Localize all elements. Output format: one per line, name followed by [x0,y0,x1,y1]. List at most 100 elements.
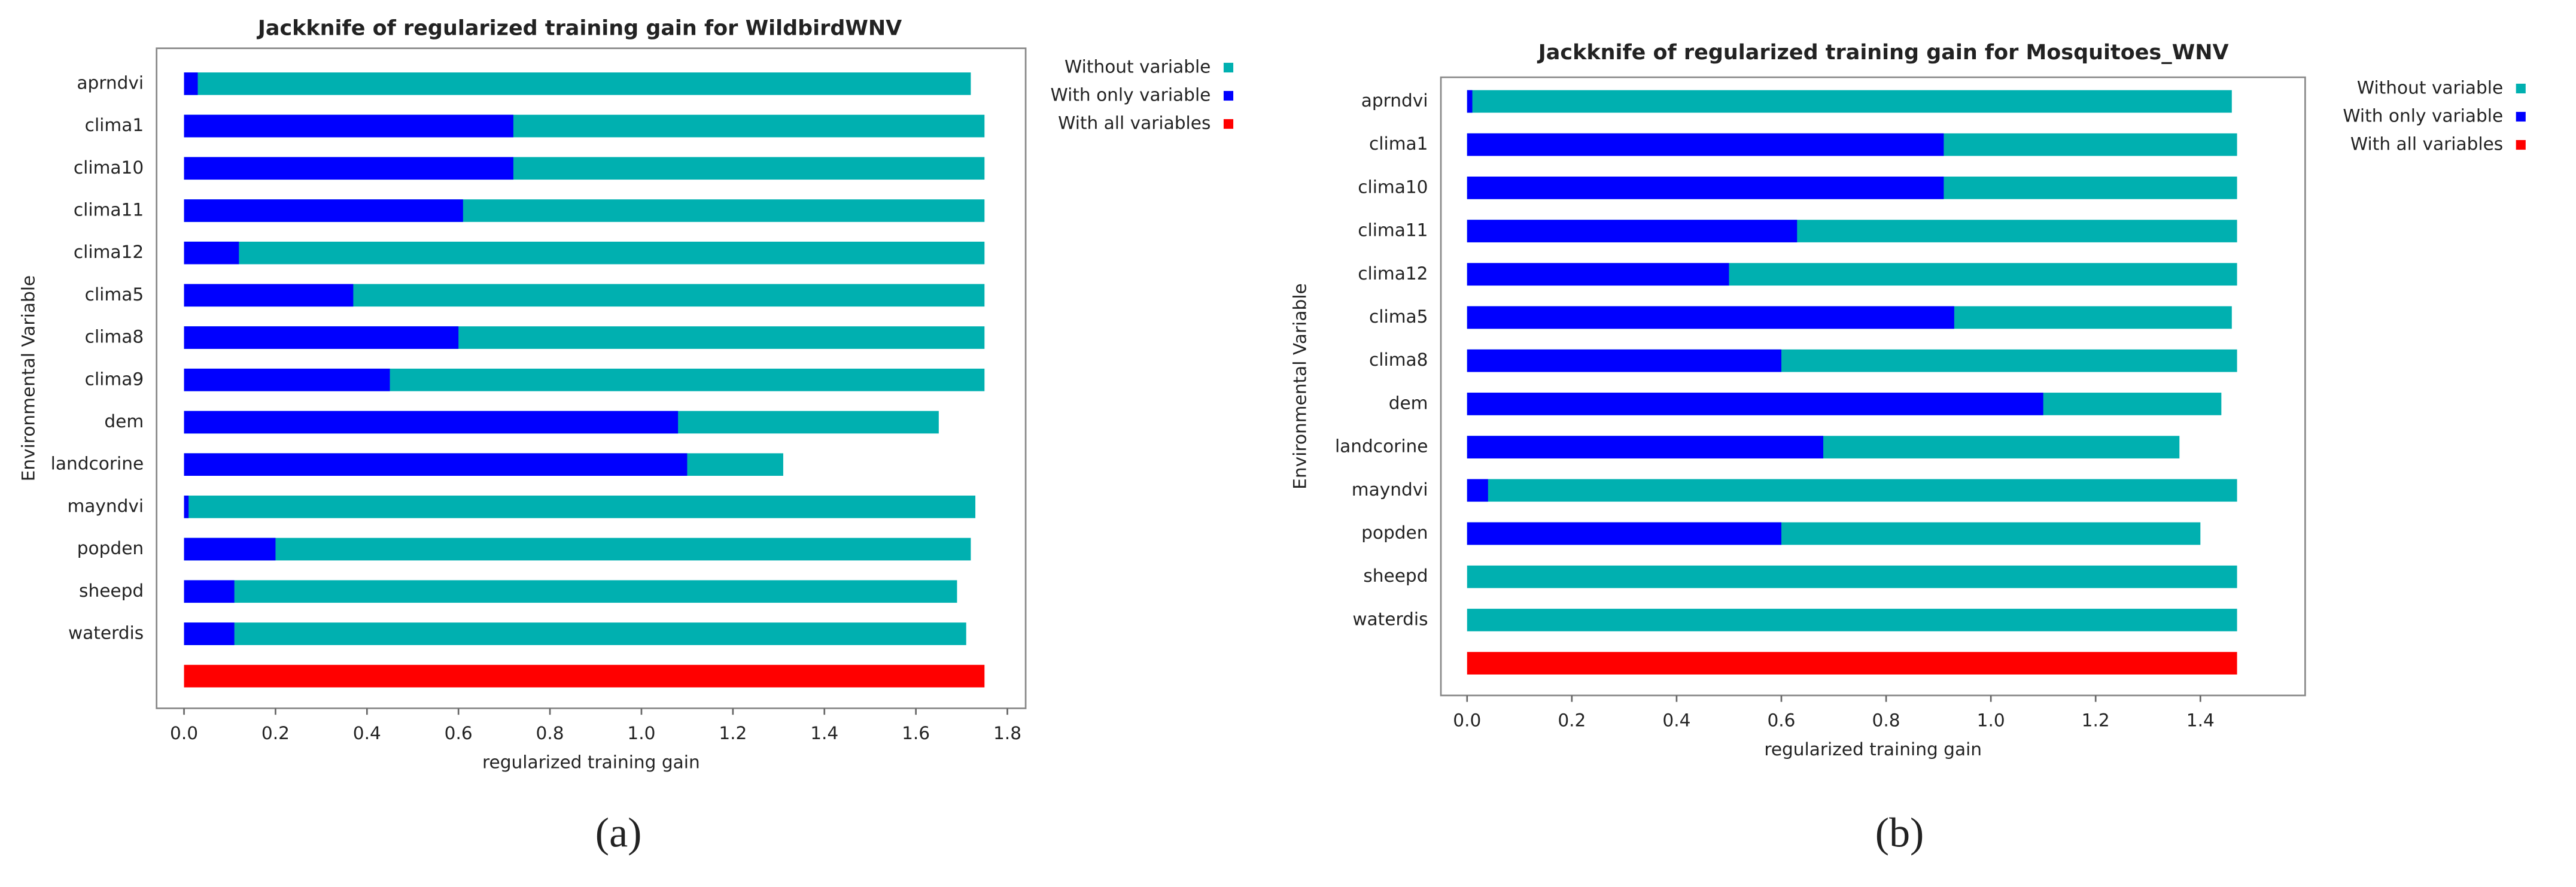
x-tick-label: 1.4 [810,723,838,743]
bar [1467,90,2232,113]
y-tick-label: clima12 [74,242,144,262]
bar [1467,349,1782,372]
x-axis-label: regularized training gain [1764,739,1982,760]
y-tick-label: clima10 [74,157,144,178]
bar [184,580,957,603]
bar [1467,436,1824,458]
y-tick-label: dem [1389,393,1428,413]
bar [184,453,688,476]
y-tick-label: clima11 [1358,220,1428,241]
x-tick-label: 1.4 [2186,710,2215,730]
bar [184,114,513,138]
y-tick-label: clima8 [85,327,144,347]
bar [184,622,966,645]
legend-label: With all variables [1058,113,1211,133]
x-axis-label: regularized training gain [482,752,700,772]
bar [184,664,985,688]
y-tick-label: clima5 [1369,306,1428,327]
x-tick-label: 0.4 [1662,710,1690,730]
bar [184,72,198,95]
bar [184,580,235,603]
bar [184,496,975,518]
y-tick-label: dem [104,411,144,432]
bar [184,241,239,265]
y-tick-label: clima10 [1358,177,1428,197]
legend-label: With all variables [2350,134,2503,154]
x-tick-label: 0.0 [1453,710,1481,730]
legend-label: Without variable [1065,56,1211,77]
x-tick-label: 0.0 [170,723,198,743]
x-tick-label: 1.6 [902,723,930,743]
y-tick-label: clima1 [85,115,144,135]
x-tick-label: 0.2 [1558,710,1586,730]
y-tick-label: landcorine [1335,436,1428,457]
bar [184,199,463,222]
bar [1467,177,1944,199]
y-tick-label: popden [77,538,144,558]
legend-swatch [2516,111,2526,122]
bar [184,537,971,561]
y-tick-label: mayndvi [1352,479,1428,500]
caption: (a) [595,810,642,856]
bar [184,622,235,645]
legend-label: With only variable [2343,105,2503,126]
legend-label: With only variable [1051,85,1211,105]
bar [1467,393,2043,415]
y-tick-label: sheepd [79,581,144,601]
bar [184,537,276,561]
y-tick-label: aprndvi [77,72,144,93]
bar [184,157,513,180]
bar [1467,609,2237,631]
bar [184,368,390,391]
plot-frame [1440,76,2306,697]
caption: (b) [1875,810,1924,856]
x-tick-label: 1.2 [2082,710,2110,730]
bar [1467,263,1729,286]
y-tick-label: clima1 [1369,133,1428,154]
bar [1467,565,2237,588]
x-tick-label: 0.6 [1767,710,1795,730]
y-tick-label: clima5 [85,284,144,305]
x-tick-label: 1.0 [1977,710,2005,730]
x-tick-label: 0.2 [261,723,290,743]
chart-title: Jackknife of regularized training gain f… [1537,41,2229,65]
y-tick-label: waterdis [1352,609,1428,629]
y-tick-label: waterdis [68,622,144,643]
legend-swatch [2516,140,2526,150]
bar [184,496,189,518]
bar [1467,133,1944,156]
y-tick-label: clima8 [1369,350,1428,370]
y-tick-label: clima12 [1358,263,1428,284]
x-tick-label: 0.4 [353,723,381,743]
y-tick-label: popden [1361,523,1428,543]
bar [1467,522,1782,545]
y-axis-label: Environmental Variable [19,275,39,481]
legend-swatch [1223,62,1234,73]
x-tick-label: 0.6 [445,723,473,743]
legend-swatch [1223,119,1234,129]
bar [184,72,971,95]
bar [184,284,354,307]
x-tick-label: 0.8 [1872,710,1900,730]
bar [184,411,679,434]
x-tick-label: 1.2 [719,723,747,743]
legend-swatch [1223,90,1234,101]
y-tick-label: sheepd [1363,566,1428,586]
y-tick-label: mayndvi [67,496,144,516]
y-tick-label: clima9 [85,369,144,389]
x-tick-label: 1.0 [627,723,655,743]
bar [1467,479,1488,502]
bar [1467,220,1798,242]
y-axis-label: Environmental Variable [1290,283,1310,489]
bar [1467,90,1473,113]
y-tick-label: landcorine [51,454,144,474]
legend-label: Without variable [2357,77,2503,98]
bar [184,241,985,265]
bar [1467,652,2237,675]
bar [1467,479,2237,502]
y-tick-label: clima11 [74,199,144,220]
bar [1467,306,1954,329]
bar [184,326,459,349]
y-tick-label: aprndvi [1361,90,1428,111]
